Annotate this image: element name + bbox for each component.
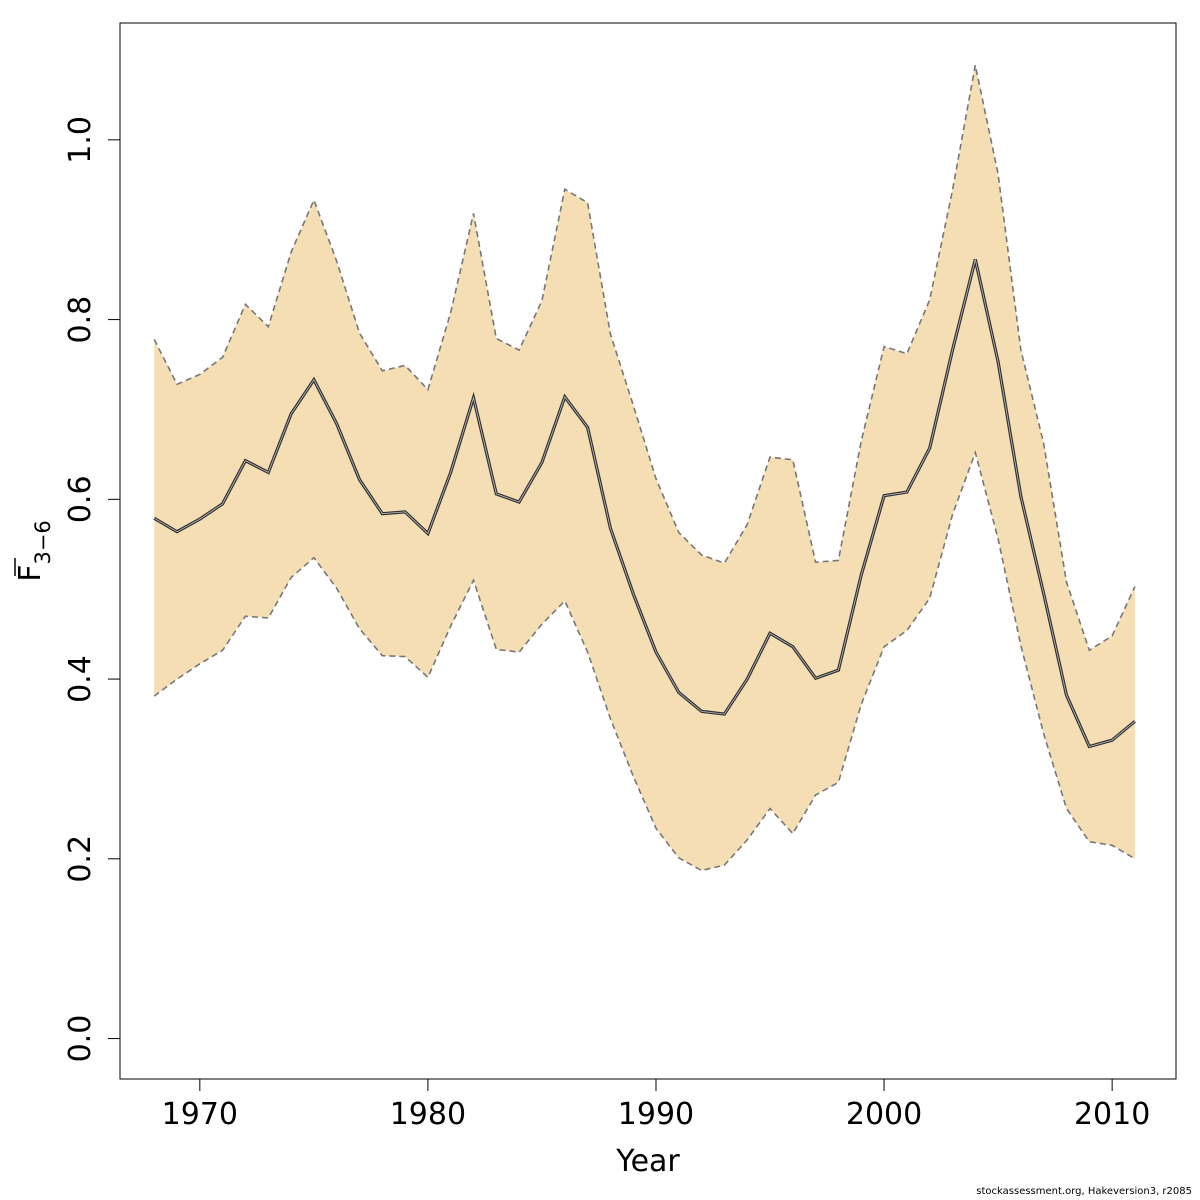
y-axis-label: F3−6 bbox=[13, 520, 55, 582]
svg-text:F3−6: F3−6 bbox=[13, 520, 55, 582]
x-axis: 1970 1980 1990 2000 2010 bbox=[162, 1078, 1150, 1132]
estimate-line-highlight bbox=[153, 259, 1136, 747]
lower-bound-line bbox=[153, 449, 1136, 872]
x-tick-label: 1980 bbox=[390, 1097, 466, 1132]
credit-text: stockassessment.org, Hakeversion3, r2085 bbox=[976, 1186, 1192, 1197]
upper-bound-line bbox=[153, 65, 1136, 652]
x-tick-label: 1970 bbox=[162, 1097, 238, 1132]
y-axis-label-subscript: 3−6 bbox=[31, 520, 55, 564]
x-axis-label: Year bbox=[615, 1144, 680, 1179]
x-tick-label: 1990 bbox=[618, 1097, 694, 1132]
y-axis: 0.0 0.2 0.4 0.6 0.8 1.0 bbox=[63, 116, 121, 1063]
y-tick-label: 0.4 bbox=[63, 655, 98, 703]
y-tick-label: 0.6 bbox=[63, 475, 98, 523]
y-tick-label: 0.0 bbox=[63, 1015, 98, 1063]
y-tick-label: 0.2 bbox=[63, 835, 98, 883]
y-tick-label: 0.8 bbox=[63, 296, 98, 344]
y-axis-label-base: F bbox=[13, 565, 48, 582]
y-tick-label: 1.0 bbox=[63, 116, 98, 164]
confidence-band bbox=[154, 65, 1135, 871]
x-tick-label: 2000 bbox=[846, 1097, 922, 1132]
x-tick-label: 2010 bbox=[1074, 1097, 1150, 1132]
